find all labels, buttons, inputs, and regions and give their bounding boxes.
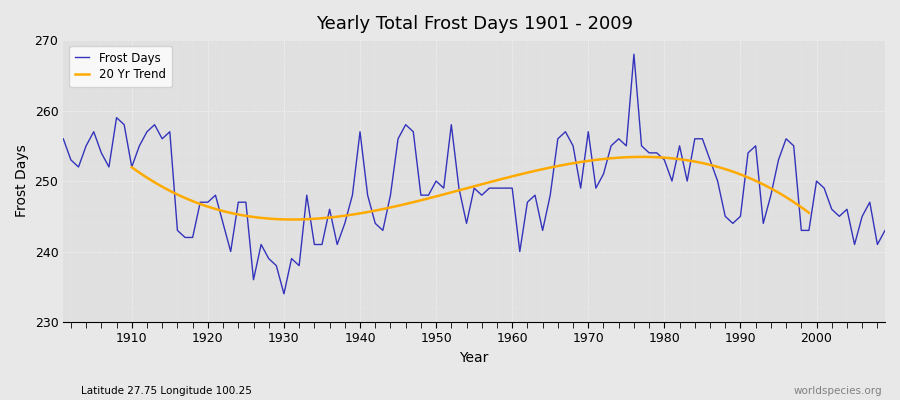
Frost Days — [278, 292, 289, 296]
20 Yr Trend — [454, 188, 464, 193]
Frost Days — [293, 263, 304, 268]
20 Yr Trend — [804, 210, 814, 215]
Y-axis label: Frost Days: Frost Days — [15, 145, 29, 218]
Line: Frost Days: Frost Days — [63, 54, 885, 294]
20 Yr Trend — [286, 217, 297, 222]
20 Yr Trend — [494, 177, 505, 182]
Text: Latitude 27.75 Longitude 100.25: Latitude 27.75 Longitude 100.25 — [81, 386, 252, 396]
Line: 20 Yr Trend: 20 Yr Trend — [131, 157, 809, 220]
Title: Yearly Total Frost Days 1901 - 2009: Yearly Total Frost Days 1901 - 2009 — [316, 15, 633, 33]
20 Yr Trend — [449, 189, 460, 194]
X-axis label: Year: Year — [460, 351, 489, 365]
Text: worldspecies.org: worldspecies.org — [794, 386, 882, 396]
20 Yr Trend — [531, 168, 542, 173]
Legend: Frost Days, 20 Yr Trend: Frost Days, 20 Yr Trend — [69, 46, 172, 87]
20 Yr Trend — [126, 165, 137, 170]
Frost Days — [339, 221, 350, 226]
20 Yr Trend — [684, 158, 695, 163]
Frost Days — [119, 122, 130, 127]
Frost Days — [515, 249, 526, 254]
Frost Days — [628, 52, 639, 57]
Frost Days — [507, 186, 517, 190]
20 Yr Trend — [636, 154, 647, 159]
Frost Days — [879, 228, 890, 233]
Frost Days — [606, 144, 616, 148]
Frost Days — [58, 136, 68, 141]
20 Yr Trend — [790, 201, 801, 206]
